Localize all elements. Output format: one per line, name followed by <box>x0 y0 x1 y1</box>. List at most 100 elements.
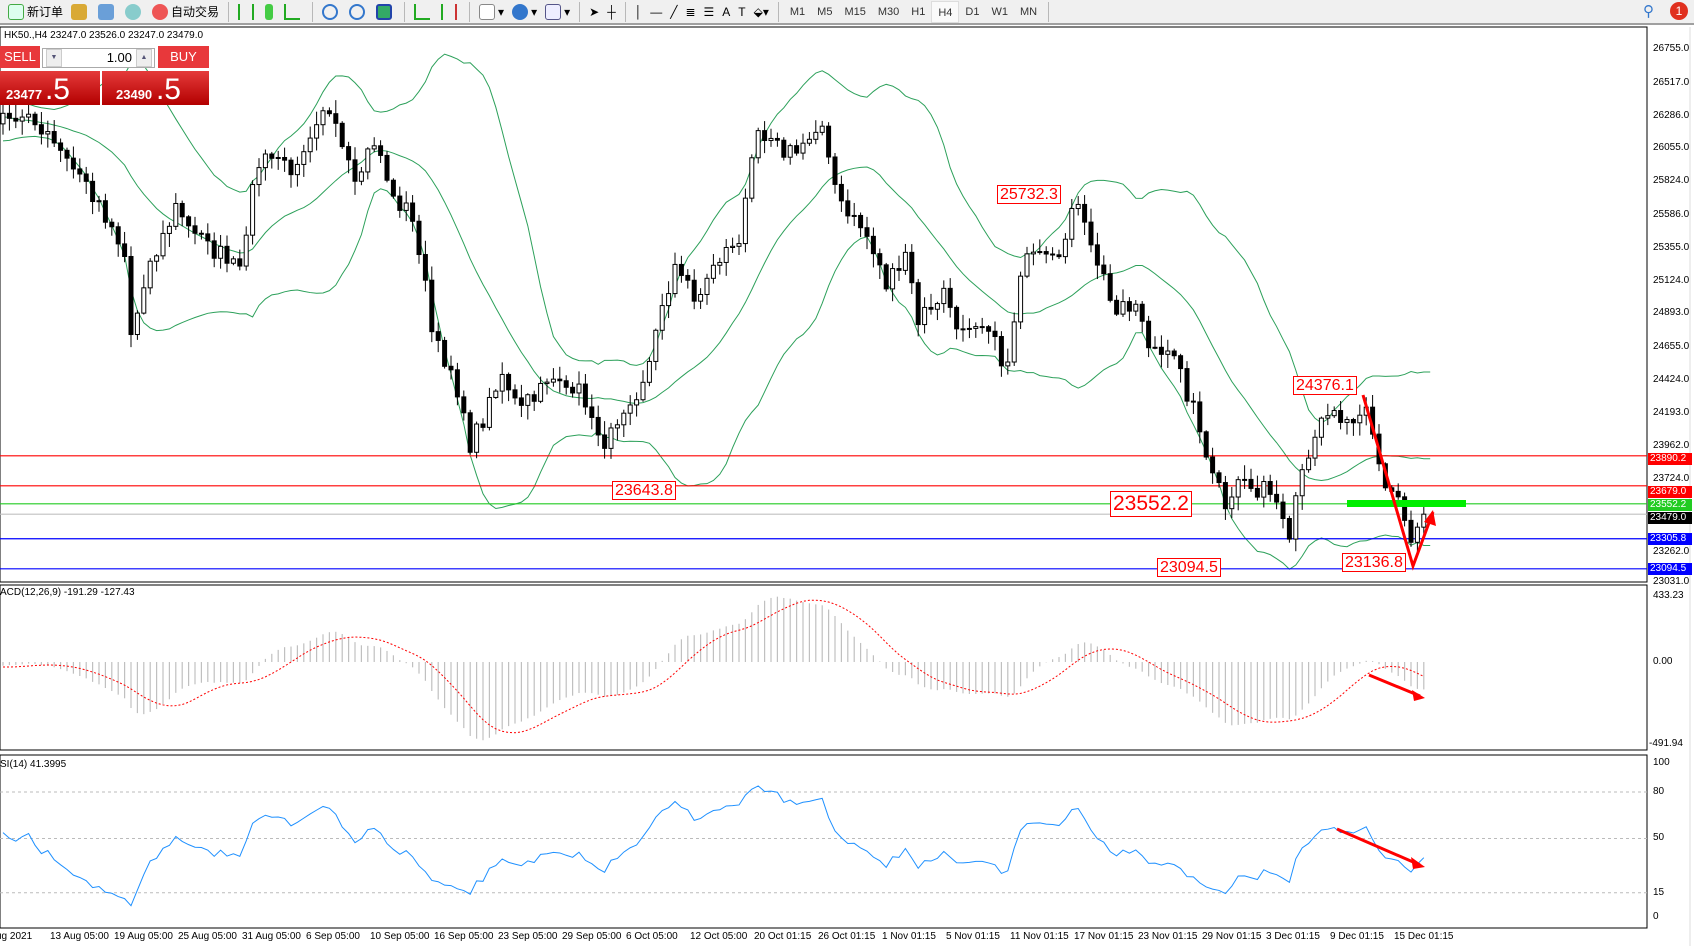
timeframe-m15[interactable]: M15 <box>844 5 866 18</box>
volume-input[interactable]: 1.00 <box>42 48 155 68</box>
date-tick: 11 Nov 01:15 <box>1010 931 1069 942</box>
candle-down <box>115 226 121 245</box>
timeframe-m5[interactable]: M5 <box>817 5 833 18</box>
market-watch-button[interactable] <box>67 1 94 23</box>
sell-button[interactable]: SELL <box>0 46 40 68</box>
rsi-arrow <box>1336 827 1421 867</box>
candle-down <box>467 412 473 453</box>
candle-down <box>1050 253 1056 256</box>
line-chart-button[interactable] <box>280 1 307 23</box>
crosshair-button[interactable]: ┼ <box>603 1 620 23</box>
candle-down <box>90 180 96 203</box>
text-label-button[interactable]: T <box>734 1 749 23</box>
date-tick: 6 Oct 05:00 <box>626 931 678 942</box>
main-pane-border <box>0 26 1648 583</box>
candle-down <box>58 142 64 151</box>
search-icon[interactable]: ⚲ <box>1643 3 1654 20</box>
candlestick-button[interactable] <box>261 1 280 23</box>
timeframe-mn[interactable]: MN <box>1019 5 1038 18</box>
candle-down <box>6 112 12 119</box>
auto-trading-button[interactable]: 自动交易 <box>148 1 223 23</box>
horizontal-line-button[interactable]: — <box>646 1 666 23</box>
candle-down <box>1254 487 1260 498</box>
candle-up <box>96 200 102 203</box>
timeframe-h4[interactable]: H4 <box>931 0 960 23</box>
candle-down <box>1107 273 1113 301</box>
candle-up <box>902 251 908 271</box>
bar-chart-button[interactable] <box>234 1 261 23</box>
price-tick: 23962.0 <box>1653 439 1690 451</box>
annotation-nov-low[interactable]: 23094.5 <box>1157 558 1221 577</box>
tile-windows-button[interactable] <box>372 1 399 23</box>
macd-arrow <box>1368 673 1421 698</box>
notification-count: 1 <box>1675 4 1683 18</box>
candle-up <box>646 360 652 383</box>
indicators-button[interactable]: ▾ <box>475 1 508 23</box>
candle-down <box>32 113 38 126</box>
fibonacci-button[interactable]: ≣ <box>681 1 699 23</box>
candle-down <box>422 254 428 281</box>
date-tick: 10 Sep 05:00 <box>370 931 430 942</box>
arrows-button[interactable]: ⬙▾ <box>750 1 773 23</box>
navigator-button[interactable] <box>94 1 121 23</box>
timeframe-h1[interactable]: H1 <box>911 5 926 18</box>
candle-down <box>128 255 134 336</box>
candle-up <box>154 255 160 262</box>
macd-label: ACD(12,26,9) -191.29 -127.43 <box>0 587 135 598</box>
vertical-line-button[interactable]: │ <box>631 1 647 23</box>
date-tick: 19 Aug 05:00 <box>114 931 173 942</box>
candle-down <box>1338 410 1344 423</box>
timeframe-m30[interactable]: M30 <box>877 5 900 18</box>
volume-up-button[interactable]: ▲ <box>136 49 152 67</box>
trendline-icon: ╱ <box>670 4 678 19</box>
text-button[interactable]: A <box>718 1 734 23</box>
buy-price-button[interactable]: 23490.5 <box>102 71 209 106</box>
buy-button[interactable]: BUY <box>158 46 209 68</box>
periods-button[interactable]: ▾ <box>508 1 541 23</box>
candle-down <box>442 339 448 367</box>
candle-up <box>1062 238 1068 258</box>
trendline-button[interactable]: ╱ <box>666 1 681 23</box>
fibonacci-fan-button[interactable]: ☰ <box>700 1 719 23</box>
candle-up <box>301 151 307 165</box>
arrow-head-icon <box>1424 510 1436 526</box>
chart-shift-button[interactable] <box>410 1 437 23</box>
cursor-button[interactable]: ➤ <box>585 1 603 23</box>
annotation-recent-high[interactable]: 24376.1 <box>1293 376 1357 395</box>
templates-button[interactable]: ▾ <box>541 1 574 23</box>
indicators-icon <box>479 3 496 20</box>
market-watch-icon <box>71 3 88 20</box>
candle-up <box>1069 208 1075 240</box>
crosshair-icon: ┼ <box>607 4 616 19</box>
candle-up <box>922 306 928 326</box>
candle-down <box>83 173 89 182</box>
bollinger-middle <box>2 116 1431 481</box>
autoscroll-icon <box>441 3 458 20</box>
zoom-out-button[interactable] <box>345 1 372 23</box>
autoscroll-button[interactable] <box>437 1 464 23</box>
candle-down <box>13 117 19 122</box>
candle-up <box>141 287 147 314</box>
candle-up <box>973 326 979 329</box>
sell-price-button[interactable]: 23477.5 <box>0 71 100 106</box>
timeframe-w1[interactable]: W1 <box>991 5 1008 18</box>
annotation-support[interactable]: 23552.2 <box>1110 491 1192 517</box>
timeframe-m1[interactable]: M1 <box>789 5 806 18</box>
candle-down <box>378 145 384 156</box>
annotation-low-sep[interactable]: 23643.8 <box>612 481 676 500</box>
volume-down-button[interactable]: ▼ <box>46 49 62 67</box>
candle-up <box>0 112 6 125</box>
annotation-high[interactable]: 25732.3 <box>997 185 1061 204</box>
annotation-recent-low[interactable]: 23136.8 <box>1342 553 1406 572</box>
timeframe-d1[interactable]: D1 <box>965 5 980 18</box>
price-tick: 25355.0 <box>1653 241 1690 253</box>
new-order-button[interactable]: 新订单 <box>4 1 67 23</box>
chat-icon[interactable]: 1 <box>1670 2 1688 20</box>
rsi-label: SI(14) 41.3995 <box>0 759 67 770</box>
candle-up <box>538 382 544 402</box>
candle-up <box>710 264 716 279</box>
candle-up <box>749 157 755 199</box>
signals-button[interactable] <box>121 1 148 23</box>
zoom-in-button[interactable] <box>318 1 345 23</box>
